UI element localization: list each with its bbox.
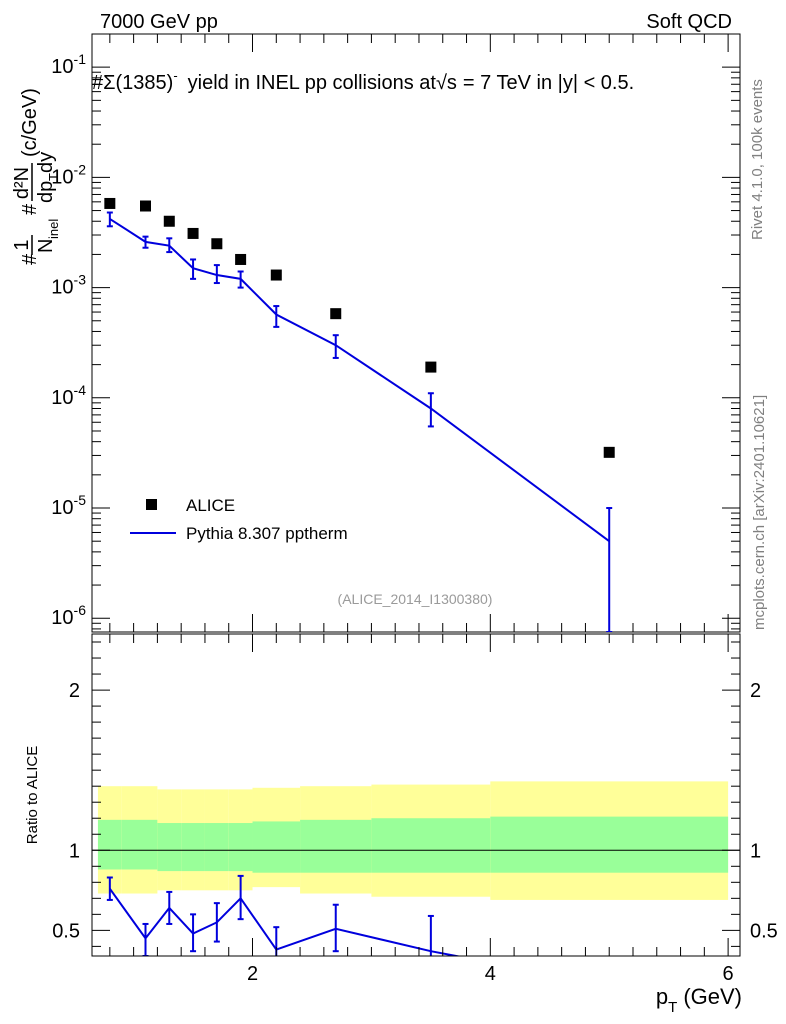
y-title-dp: dp xyxy=(35,181,57,203)
y-title-inel: inel xyxy=(46,219,61,239)
main-data xyxy=(104,197,615,632)
ratio-y-tick-label-right: 0.5 xyxy=(750,920,778,942)
alice-point xyxy=(211,238,223,250)
alice-point xyxy=(425,361,437,373)
ratio-panel-frame xyxy=(91,633,741,957)
ratio-bands xyxy=(92,781,740,900)
rivet-label: Rivet 4.1.0, 100k events xyxy=(749,79,766,240)
x-tick-label: 2 xyxy=(247,963,258,985)
ratio-band-inner xyxy=(252,821,301,873)
analysis-ref: (ALICE_2014_I1300380) xyxy=(338,591,493,607)
mc-curve xyxy=(109,218,610,542)
x-axis-title: pT (GeV) xyxy=(656,984,742,1016)
alice-point xyxy=(603,446,615,458)
main-y-tick-label: 10-1 xyxy=(51,51,86,78)
ratio-curve xyxy=(109,888,462,956)
y-title-hash: # xyxy=(19,253,41,265)
alice-point xyxy=(235,253,247,265)
main-axis-ticks xyxy=(92,33,740,632)
ratio-y-tick-label-right: 2 xyxy=(750,680,761,702)
y-title-n: N xyxy=(35,239,57,253)
alice-point xyxy=(330,308,342,320)
main-y-tick-label: 10-4 xyxy=(51,382,86,409)
legend-data-label: ALICE xyxy=(186,496,235,515)
alice-point xyxy=(270,269,282,281)
x-title-p: p xyxy=(656,984,668,1009)
y-title-d2n: d²N xyxy=(11,167,33,199)
main-panel-frame xyxy=(91,33,741,633)
x-tick-label: 6 xyxy=(723,963,734,985)
title-charge: - xyxy=(173,68,177,83)
ratio-y-tick-label-right: 1 xyxy=(750,840,761,862)
title-mid: yield in INEL pp collisions at xyxy=(188,72,437,94)
ratio-band-inner xyxy=(121,819,158,870)
ratio-y-tick-label-left: 1 xyxy=(69,840,80,862)
ratio-band-inner xyxy=(181,823,205,872)
ratio-band-inner xyxy=(157,823,182,872)
y-title-dy: dy xyxy=(35,152,57,173)
ratio-y-tick-label-left: 2 xyxy=(69,680,80,702)
y-title-t: T xyxy=(46,173,61,181)
ratio-axis-ticks xyxy=(92,634,740,956)
title-sqrt: √s xyxy=(436,72,457,94)
main-y-tick-label: 10-3 xyxy=(51,272,86,299)
ratio-band-inner xyxy=(490,816,729,873)
mcplots-label: mcplots.cern.ch [arXiv:2401.10621] xyxy=(751,395,768,630)
legend-mc-label: Pythia 8.307 pptherm xyxy=(186,524,348,543)
x-tick-label: 4 xyxy=(485,963,496,985)
header-left: 7000 GeV pp xyxy=(100,11,218,33)
ratio-band-inner xyxy=(97,819,122,870)
header-right: Soft QCD xyxy=(646,11,732,33)
title-particle: Σ(1385) xyxy=(103,72,173,94)
y-title-hash2: # xyxy=(19,203,41,215)
title-prefix: # xyxy=(92,72,104,94)
alice-point xyxy=(104,197,116,209)
alice-point xyxy=(140,200,152,212)
plot-title: #Σ(1385)- yield in INEL pp collisions at√… xyxy=(92,68,634,94)
y-title-one: 1 xyxy=(11,239,33,250)
y-title-units: (c/GeV) xyxy=(19,88,41,157)
x-title-sub: T xyxy=(668,999,677,1016)
ratio-band-inner xyxy=(300,819,372,873)
ratio-tick-labels: 0.5 0.5 1 1 2 2 2 4 6 xyxy=(52,680,778,985)
main-y-tick-labels: 10-1 10-2 10-3 10-4 10-5 10-6 xyxy=(51,51,86,629)
legend: ALICE Pythia 8.307 pptherm xyxy=(130,496,348,543)
title-rest: = 7 TeV in |y| < 0.5. xyxy=(463,72,634,94)
ratio-y-tick-label-left: 0.5 xyxy=(52,920,80,942)
main-y-tick-label: 10-6 xyxy=(51,602,86,629)
x-title-units: (GeV) xyxy=(683,984,742,1009)
ratio-band-inner xyxy=(228,823,253,872)
legend-data-marker xyxy=(146,499,157,510)
ratio-y-title: Ratio to ALICE xyxy=(24,746,41,844)
alice-point xyxy=(187,227,199,239)
alice-point xyxy=(163,215,175,227)
ratio-band-inner xyxy=(371,818,491,873)
main-y-tick-label: 10-2 xyxy=(51,161,86,188)
main-y-title: # 1 N inel # d²N dp T dy (c/GeV) xyxy=(11,88,61,265)
ratio-band-inner xyxy=(204,823,229,872)
main-y-tick-label: 10-5 xyxy=(51,492,86,519)
